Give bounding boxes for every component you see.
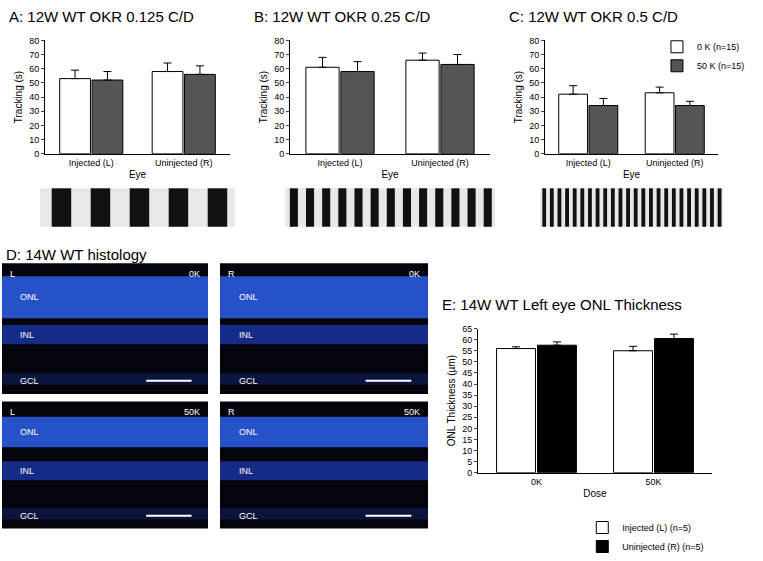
svg-text:5: 5: [467, 457, 472, 467]
svg-text:55: 55: [462, 346, 472, 356]
svg-text:L: L: [10, 269, 15, 279]
svg-text:20: 20: [274, 121, 284, 131]
svg-text:10: 10: [529, 135, 539, 145]
svg-text:ONL: ONL: [20, 427, 39, 437]
svg-text:10: 10: [274, 135, 284, 145]
svg-text:C: 12W WT OKR 0.5 C/D: C: 12W WT OKR 0.5 C/D: [509, 8, 678, 25]
svg-text:40: 40: [529, 92, 539, 102]
svg-text:40: 40: [29, 92, 39, 102]
svg-text:40: 40: [462, 379, 472, 389]
svg-text:Tracking (s): Tracking (s): [258, 71, 269, 123]
svg-text:Dose: Dose: [583, 488, 607, 499]
svg-text:30: 30: [274, 106, 284, 116]
svg-text:65: 65: [462, 324, 472, 334]
svg-text:Tracking (s): Tracking (s): [513, 71, 524, 123]
svg-text:0 K (n=15): 0 K (n=15): [697, 42, 739, 52]
svg-text:70: 70: [29, 50, 39, 60]
svg-text:0: 0: [534, 149, 539, 159]
svg-text:Injected (L) (n=5): Injected (L) (n=5): [622, 523, 691, 533]
svg-text:Uninjected (R) (n=5): Uninjected (R) (n=5): [622, 542, 703, 552]
svg-text:50K: 50K: [645, 477, 661, 487]
svg-text:E: 14W WT Left eye ONL Thickne: E: 14W WT Left eye ONL Thickness: [442, 296, 682, 313]
svg-text:40: 40: [274, 92, 284, 102]
svg-text:ONL: ONL: [20, 292, 39, 302]
svg-text:60: 60: [274, 64, 284, 74]
svg-text:Tracking (s): Tracking (s): [13, 71, 24, 123]
svg-text:60: 60: [29, 64, 39, 74]
svg-text:Eye: Eye: [623, 169, 641, 180]
svg-text:20: 20: [462, 424, 472, 434]
svg-text:ONL: ONL: [239, 292, 258, 302]
svg-text:ONL: ONL: [239, 427, 258, 437]
svg-text:80: 80: [29, 36, 39, 46]
svg-text:Uninjected (R): Uninjected (R): [155, 158, 213, 168]
svg-text:GCL: GCL: [20, 376, 39, 386]
svg-text:R: R: [228, 269, 235, 279]
svg-text:60: 60: [462, 335, 472, 345]
svg-text:Injected (L): Injected (L): [69, 158, 114, 168]
svg-text:0K: 0K: [409, 269, 420, 279]
svg-text:70: 70: [529, 50, 539, 60]
svg-text:30: 30: [529, 106, 539, 116]
svg-text:80: 80: [529, 36, 539, 46]
svg-text:60: 60: [529, 64, 539, 74]
svg-text:A: 12W WT OKR 0.125 C/D: A: 12W WT OKR 0.125 C/D: [9, 8, 194, 25]
svg-text:50K: 50K: [184, 407, 200, 417]
svg-text:R: R: [228, 407, 235, 417]
svg-text:ONL Thickness (µm): ONL Thickness (µm): [446, 355, 457, 446]
svg-text:L: L: [10, 407, 15, 417]
svg-text:50: 50: [29, 78, 39, 88]
svg-text:0: 0: [467, 468, 472, 478]
svg-text:70: 70: [274, 50, 284, 60]
svg-text:Eye: Eye: [129, 169, 147, 180]
svg-text:50: 50: [462, 357, 472, 367]
svg-text:15: 15: [462, 435, 472, 445]
svg-text:50K: 50K: [404, 407, 420, 417]
svg-text:Injected (L): Injected (L): [317, 158, 362, 168]
svg-text:Injected (L): Injected (L): [566, 158, 611, 168]
svg-text:80: 80: [274, 36, 284, 46]
svg-text:10: 10: [29, 135, 39, 145]
svg-text:B: 12W WT OKR 0.25 C/D: B: 12W WT OKR 0.25 C/D: [254, 8, 431, 25]
svg-text:20: 20: [29, 121, 39, 131]
svg-text:50 K (n=15): 50 K (n=15): [697, 61, 744, 71]
svg-text:20: 20: [529, 121, 539, 131]
svg-text:0K: 0K: [531, 477, 542, 487]
svg-text:0: 0: [279, 149, 284, 159]
svg-text:35: 35: [462, 390, 472, 400]
svg-text:GCL: GCL: [20, 511, 39, 521]
svg-text:GCL: GCL: [239, 511, 258, 521]
svg-text:GCL: GCL: [239, 376, 258, 386]
svg-text:30: 30: [29, 106, 39, 116]
svg-text:25: 25: [462, 412, 472, 422]
svg-text:0K: 0K: [189, 269, 200, 279]
svg-text:0: 0: [34, 149, 39, 159]
svg-text:Uninjected (R): Uninjected (R): [646, 158, 704, 168]
svg-text:INL: INL: [20, 466, 34, 476]
svg-text:D: 14W WT histology: D: 14W WT histology: [6, 246, 147, 263]
svg-text:INL: INL: [239, 466, 253, 476]
svg-text:Uninjected (R): Uninjected (R): [411, 158, 469, 168]
svg-text:Eye: Eye: [381, 169, 399, 180]
svg-text:50: 50: [274, 78, 284, 88]
svg-text:INL: INL: [239, 330, 253, 340]
svg-text:50: 50: [529, 78, 539, 88]
svg-text:INL: INL: [20, 330, 34, 340]
svg-text:45: 45: [462, 368, 472, 378]
svg-text:30: 30: [462, 401, 472, 411]
svg-text:10: 10: [462, 446, 472, 456]
